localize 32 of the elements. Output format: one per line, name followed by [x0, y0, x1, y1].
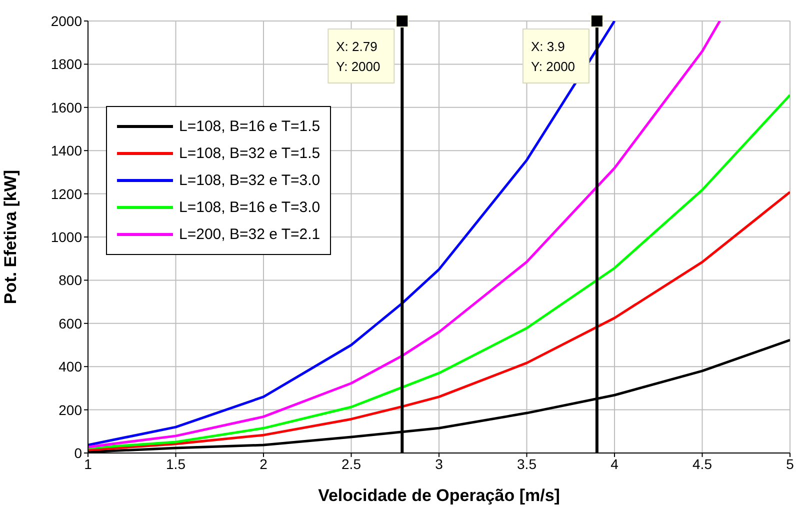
- y-tick-label: 400: [58, 358, 82, 375]
- y-tick-label: 2000: [50, 12, 82, 29]
- x-axis-title: Velocidade de Operação [m/s]: [318, 486, 560, 505]
- legend-label: L=200, B=32 e T=2.1: [179, 226, 320, 243]
- x-tick-label: 3.5: [517, 456, 537, 472]
- y-tick-label: 1200: [50, 186, 82, 202]
- y-tick-label: 1400: [50, 142, 82, 159]
- legend-label: L=108, B=32 e T=3.0: [179, 172, 320, 189]
- y-tick-label: 1800: [50, 56, 82, 72]
- x-tick-label: 4: [610, 456, 619, 472]
- x-tick-label: 2: [260, 456, 268, 472]
- ref-line-label: X: 3.9 Y: 2000: [530, 39, 576, 74]
- y-tick-label: 0: [74, 444, 82, 461]
- line-series: [88, 21, 722, 448]
- line-series: [88, 94, 790, 450]
- x-tick-label: 1: [84, 456, 92, 472]
- legend-label: L=108, B=16 e T=3.0: [179, 199, 320, 216]
- x-tick-label: 3: [435, 456, 444, 472]
- line-series: [88, 21, 616, 446]
- legend-label: L=108, B=16 e T=1.5: [179, 118, 320, 135]
- y-tick-label: 200: [58, 402, 82, 418]
- y-tick-label: 800: [58, 272, 82, 288]
- ref-line-label: X: 2.79 Y: 2000: [336, 39, 380, 74]
- y-tick-label: 600: [58, 315, 82, 332]
- x-tick-label: 1.5: [166, 456, 186, 472]
- x-tick-label: 2.5: [342, 456, 362, 472]
- y-tick-label: 1000: [50, 228, 82, 245]
- x-tick-label: 5: [786, 456, 794, 472]
- x-tick-label: 4.5: [692, 456, 712, 472]
- y-axis-title: Pot. Efetiva [kW]: [1, 170, 20, 304]
- y-tick-label: 1600: [50, 99, 82, 116]
- legend-label: L=108, B=32 e T=1.5: [179, 145, 320, 162]
